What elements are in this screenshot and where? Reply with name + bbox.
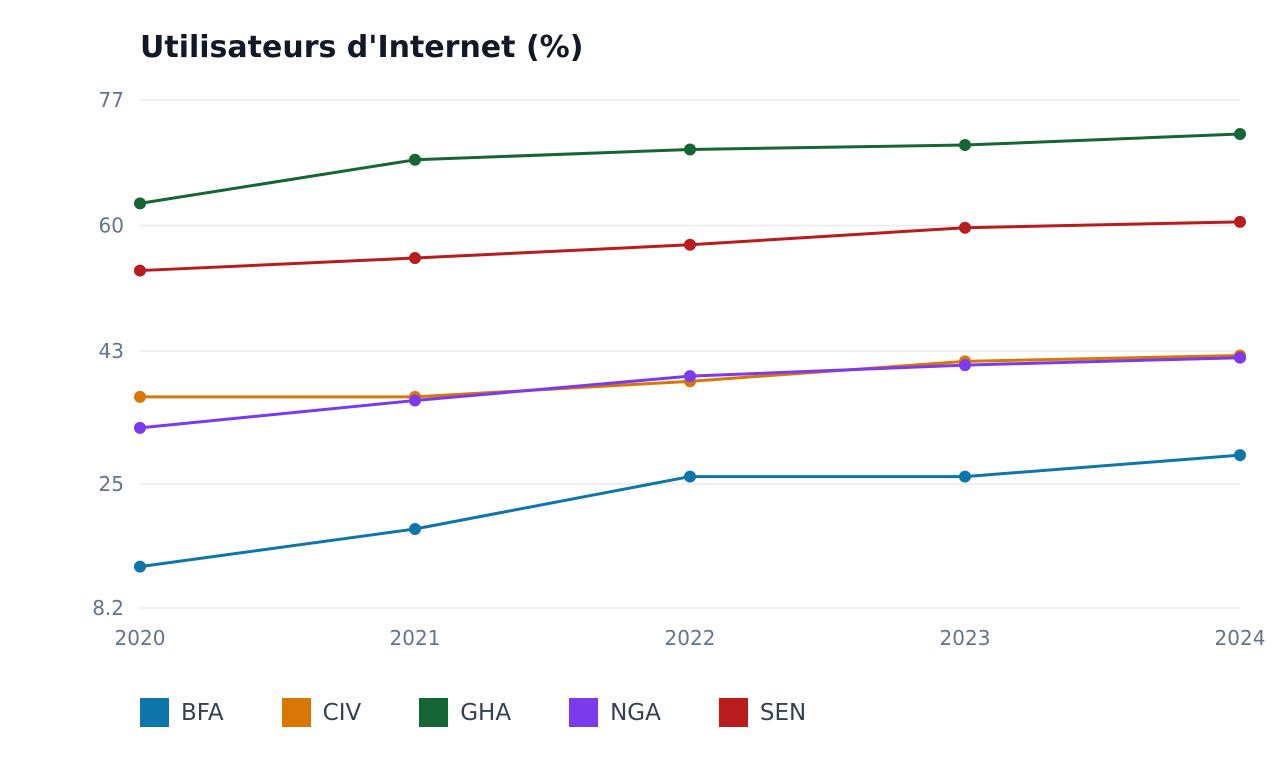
data-point-bfa[interactable] bbox=[684, 470, 696, 483]
y-tick-label: 60 bbox=[99, 214, 124, 238]
data-point-sen[interactable] bbox=[1234, 215, 1246, 228]
data-point-civ[interactable] bbox=[134, 390, 146, 403]
legend-item-bfa[interactable]: BFA bbox=[140, 698, 224, 727]
legend-item-civ[interactable]: CIV bbox=[281, 698, 362, 727]
legend-item-nga[interactable]: NGA bbox=[569, 698, 661, 727]
data-point-gha[interactable] bbox=[134, 197, 146, 210]
x-tick-label: 2021 bbox=[390, 626, 441, 650]
legend-label: NGA bbox=[610, 699, 661, 726]
data-point-nga[interactable] bbox=[409, 394, 421, 407]
data-point-gha[interactable] bbox=[684, 143, 696, 156]
legend-swatch bbox=[718, 698, 748, 727]
data-point-sen[interactable] bbox=[134, 264, 146, 277]
legend-label: BFA bbox=[181, 699, 224, 726]
legend-item-sen[interactable]: SEN bbox=[718, 698, 807, 727]
legend-item-gha[interactable]: GHA bbox=[419, 698, 511, 727]
data-point-sen[interactable] bbox=[959, 221, 971, 234]
grid-layer: 77 60 43 25 8.2 2020 2021 2022 2023 2024 bbox=[92, 88, 1265, 650]
data-point-gha[interactable] bbox=[959, 139, 971, 152]
legend-label: CIV bbox=[322, 699, 362, 726]
data-point-sen[interactable] bbox=[409, 252, 421, 265]
y-tick-label: 43 bbox=[99, 339, 124, 363]
legend-swatch bbox=[569, 698, 599, 727]
x-tick-label: 2024 bbox=[1215, 626, 1266, 650]
legend: BFA CIV GHA NGA SEN bbox=[140, 698, 864, 727]
y-tick-label: 25 bbox=[99, 472, 124, 496]
x-tick-label: 2023 bbox=[940, 626, 991, 650]
chart-title: Utilisateurs d'Internet (%) bbox=[140, 30, 584, 65]
data-point-sen[interactable] bbox=[684, 238, 696, 251]
data-point-gha[interactable] bbox=[409, 153, 421, 166]
legend-label: SEN bbox=[759, 699, 807, 726]
data-point-bfa[interactable] bbox=[134, 560, 146, 573]
data-point-nga[interactable] bbox=[684, 370, 696, 383]
y-tick-label: 77 bbox=[99, 88, 124, 112]
y-tick-label: 8.2 bbox=[92, 596, 124, 620]
data-point-bfa[interactable] bbox=[959, 470, 971, 483]
data-point-bfa[interactable] bbox=[409, 522, 421, 535]
legend-swatch bbox=[419, 698, 449, 727]
data-point-gha[interactable] bbox=[1234, 127, 1246, 140]
legend-swatch bbox=[281, 698, 311, 727]
series-line-nga bbox=[139, 356, 1241, 430]
data-point-nga[interactable] bbox=[1234, 351, 1246, 364]
data-point-nga[interactable] bbox=[959, 359, 971, 372]
x-tick-label: 2022 bbox=[665, 626, 716, 650]
legend-label: GHA bbox=[460, 699, 512, 726]
data-point-nga[interactable] bbox=[134, 421, 146, 434]
series-layer bbox=[134, 127, 1246, 573]
legend-swatch bbox=[140, 698, 169, 727]
x-tick-label: 2020 bbox=[115, 626, 166, 650]
data-point-bfa[interactable] bbox=[1234, 449, 1246, 462]
